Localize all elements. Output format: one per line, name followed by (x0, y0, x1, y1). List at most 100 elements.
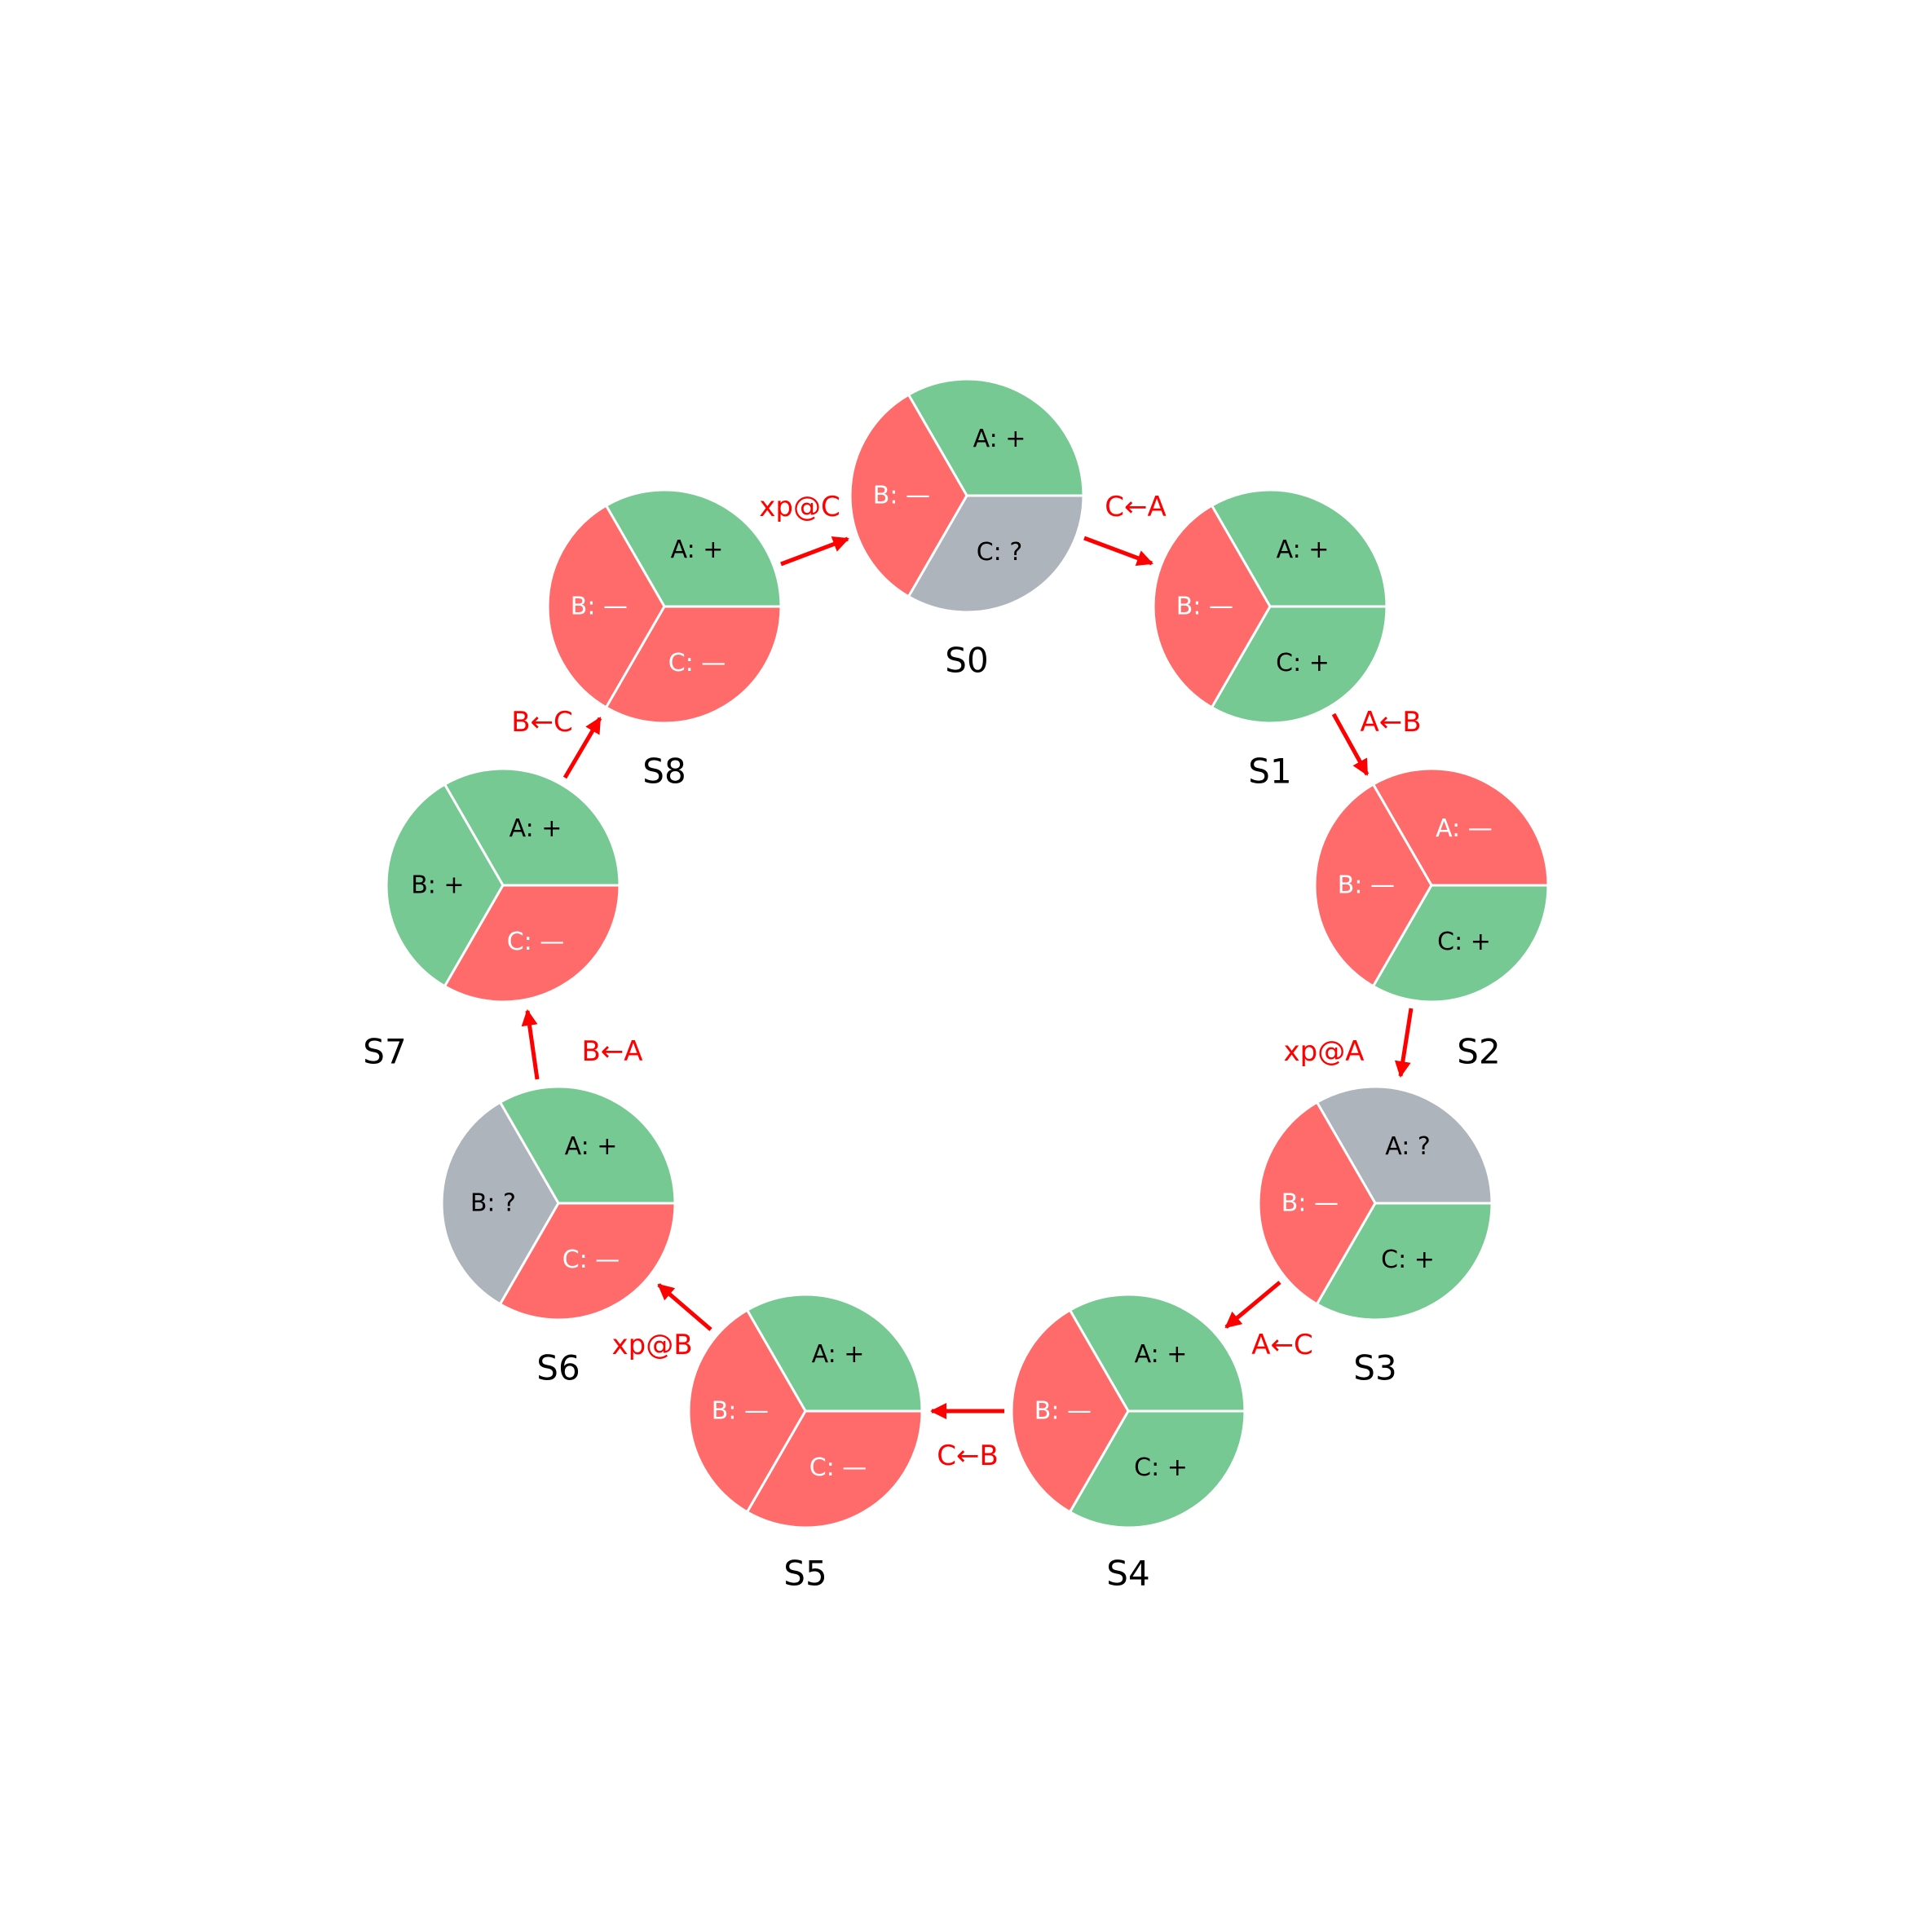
transition-label: C←B (937, 1440, 999, 1472)
segment-label: B: — (712, 1397, 769, 1426)
state-name-label: S7 (363, 1032, 406, 1072)
state-name-label: S0 (945, 641, 988, 681)
segment-label: A: + (565, 1132, 618, 1161)
pie-segment-c (1069, 1409, 1246, 1529)
state-name-label: S6 (536, 1348, 580, 1388)
pie-segment-c (499, 1202, 677, 1321)
transition-label: xp@A (1284, 1035, 1365, 1068)
states-layer: A: + B: — C: ? S0 A: + B: — C: + S1 A: — B: — C: +… (363, 377, 1550, 1594)
segment-label: C: — (507, 928, 565, 956)
pie-segment-a (907, 377, 1085, 497)
pie-segment-b (1257, 1101, 1377, 1306)
pie-segment-a (605, 488, 783, 608)
state-name-label: S5 (783, 1554, 827, 1594)
transition-s5-s6: xp@B (611, 1283, 712, 1361)
segment-label: B: — (1281, 1189, 1339, 1218)
segment-label: B: — (873, 482, 930, 510)
segment-label: A: + (509, 814, 562, 843)
transition-arrow (1083, 536, 1153, 567)
state-node-s8: A: + B: — C: — S8 (546, 488, 783, 792)
transition-arrow (521, 1009, 540, 1080)
segment-label: A: + (973, 425, 1026, 453)
pie-segment-b (1152, 504, 1272, 709)
transition-label: xp@C (759, 491, 840, 523)
pie-segment-b (849, 393, 968, 598)
state-node-s2: A: — B: — C: + S2 (1313, 767, 1550, 1072)
segment-label: C: — (809, 1453, 867, 1482)
state-node-s1: A: + B: — C: + S1 (1152, 488, 1388, 792)
state-node-s7: A: + B: + C: — S7 (363, 767, 621, 1072)
segment-label: A: + (1277, 536, 1330, 564)
pie-segment-b (546, 504, 666, 709)
pie-segment-b (1010, 1308, 1130, 1514)
transition-arrow (1394, 1008, 1414, 1078)
state-name-label: S8 (642, 752, 686, 792)
transition-arrow (1331, 712, 1370, 776)
state-node-s5: A: + B: — C: — S5 (687, 1293, 924, 1594)
state-name-label: S3 (1353, 1348, 1396, 1388)
state-node-s3: A: ? B: — C: + S3 (1257, 1085, 1493, 1388)
transition-label: B←A (581, 1035, 642, 1068)
segment-label: C: ? (977, 538, 1023, 567)
transition-label: xp@B (611, 1329, 692, 1361)
transition-arrow (1224, 1281, 1281, 1329)
pie-segment-c (746, 1409, 924, 1529)
pie-segment-a (746, 1293, 924, 1413)
segment-label: C: + (1134, 1453, 1188, 1482)
state-node-s0: A: + B: — C: ? S0 (849, 377, 1085, 681)
segment-label: C: — (668, 649, 726, 677)
segment-label: A: + (671, 536, 724, 564)
segment-label: B: — (571, 593, 628, 621)
transition-s7-s8: B←C (511, 706, 602, 779)
pie-segment-a (443, 767, 621, 887)
pie-segment-c (907, 494, 1085, 614)
segment-label: A: — (1436, 814, 1493, 843)
transition-s4-s5: C←B (930, 1403, 1004, 1472)
segment-label: A: ? (1385, 1132, 1431, 1161)
state-name-label: S2 (1457, 1032, 1500, 1072)
transition-label: B←C (511, 706, 573, 739)
pie-segment-a (1211, 488, 1388, 608)
transition-s2-s3: xp@A (1284, 1008, 1414, 1078)
pie-segment-c (1316, 1202, 1493, 1321)
segment-label: A: + (1135, 1340, 1188, 1369)
pie-segment-b (687, 1308, 807, 1514)
pie-segment-c (1372, 884, 1550, 1003)
pie-segment-a (1069, 1293, 1246, 1413)
state-node-s4: A: + B: — C: + S4 (1010, 1293, 1246, 1594)
pie-segment-a (1372, 767, 1550, 887)
transition-s6-s7: B←A (521, 1009, 643, 1080)
pie-segment-b (1313, 783, 1433, 988)
segment-label: C: + (1381, 1246, 1435, 1274)
transition-arrow (780, 536, 849, 567)
transition-label: C←A (1105, 491, 1167, 523)
pie-segment-b (440, 1101, 560, 1306)
pie-segment-c (605, 605, 783, 725)
pie-segment-c (443, 884, 621, 1003)
segment-label: B: + (411, 871, 464, 900)
transition-label: A←B (1360, 706, 1421, 739)
transition-s0-s1: C←A (1083, 491, 1167, 567)
transition-s8-s0: xp@C (759, 491, 849, 567)
transition-arrow (562, 717, 602, 779)
state-node-s6: A: + B: ? C: — S6 (440, 1085, 677, 1388)
segment-label: C: — (562, 1246, 620, 1274)
transition-arrow (657, 1283, 712, 1331)
transitions-layer: C←A A←B xp@A A←C C←B xp@B B←A B←C xp@C (511, 491, 1421, 1472)
segment-label: C: + (1437, 928, 1491, 956)
segment-label: C: + (1276, 649, 1330, 677)
state-name-label: S4 (1106, 1554, 1149, 1594)
segment-label: A: + (812, 1340, 865, 1369)
segment-label: B: — (1338, 871, 1395, 900)
segment-label: B: — (1034, 1397, 1092, 1426)
pie-segment-c (1211, 605, 1388, 725)
transition-label: A←C (1251, 1329, 1313, 1361)
pie-segment-a (1316, 1085, 1493, 1205)
segment-label: B: ? (470, 1189, 516, 1218)
pie-segment-a (499, 1085, 677, 1205)
pie-segment-b (385, 783, 505, 988)
state-name-label: S1 (1248, 752, 1291, 792)
transition-s3-s4: A←C (1224, 1281, 1313, 1361)
segment-label: B: — (1176, 593, 1233, 621)
